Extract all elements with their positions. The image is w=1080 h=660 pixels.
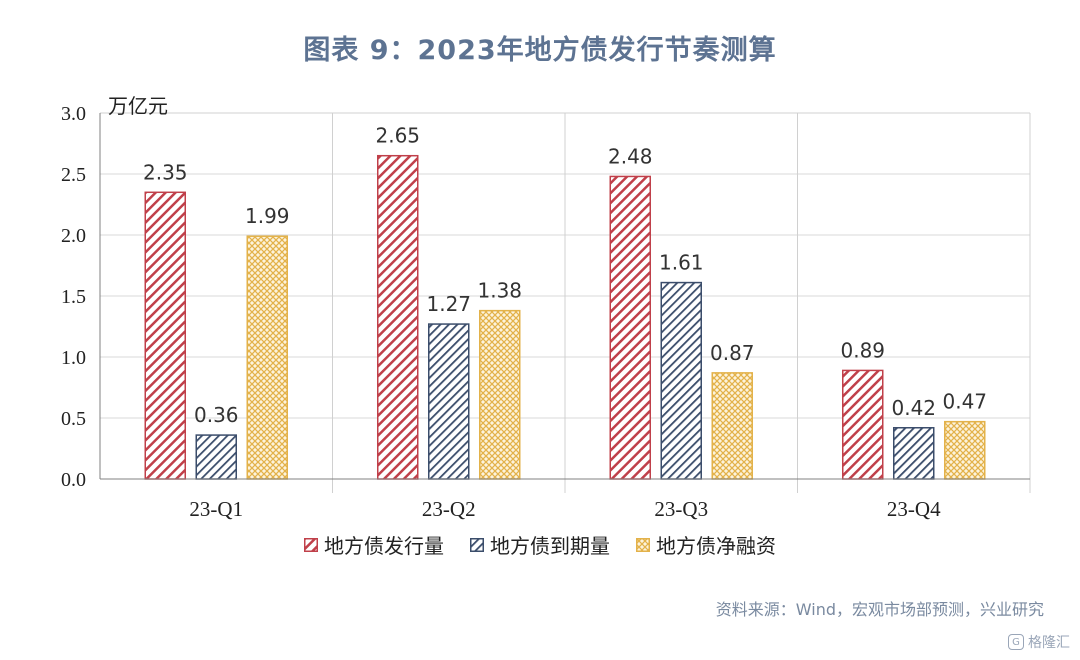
data-label: 1.27 <box>426 292 471 316</box>
legend-swatch <box>470 537 484 552</box>
x-tick-label: 23-Q2 <box>422 497 476 521</box>
data-label: 0.87 <box>710 341 755 365</box>
x-tick-label: 23-Q4 <box>887 497 941 521</box>
bar-chart: 2.35 2.65 2.48 0.89 0.36 1.27 1.61 0.42 1.99 1.38… <box>61 95 1031 521</box>
bar <box>195 434 237 480</box>
legend-item: 地方债到期量 <box>470 530 610 559</box>
chart-title: 图表 9：2023年地方债发行节奏测算 <box>303 35 777 66</box>
data-label: 0.89 <box>840 338 885 362</box>
legend-item: 地方债发行量 <box>304 530 444 559</box>
legend-swatch <box>636 537 650 552</box>
legend-label: 地方债到期量 <box>490 534 610 558</box>
legend-label: 地方债净融资 <box>656 534 776 558</box>
bar <box>144 191 186 480</box>
data-label: 1.99 <box>245 204 290 228</box>
legend-item: 地方债净融资 <box>636 530 776 559</box>
unit-label: 万亿元 <box>108 95 168 118</box>
y-tick-label: 3.0 <box>61 103 86 125</box>
bar <box>660 281 702 480</box>
data-label: 2.35 <box>143 160 188 184</box>
bar <box>246 235 288 480</box>
x-tick-label: 23-Q1 <box>189 497 243 521</box>
bar <box>428 323 470 480</box>
bar <box>479 309 521 480</box>
legend: 地方债发行量 地方债到期量 地方债净融资 <box>0 530 1080 559</box>
data-label: 0.42 <box>891 396 936 420</box>
watermark-logo-icon: G <box>1008 634 1024 650</box>
source-note: 资料来源：Wind，宏观市场部预测，兴业研究 <box>715 600 1044 619</box>
bar <box>377 154 419 480</box>
watermark: G 格隆汇 <box>1008 632 1070 652</box>
bar <box>711 372 753 480</box>
bar <box>842 369 884 480</box>
data-label: 0.47 <box>942 390 987 414</box>
data-label: 1.61 <box>659 251 704 275</box>
legend-label: 地方债发行量 <box>324 534 444 558</box>
x-tick-label: 23-Q3 <box>654 497 708 521</box>
bar <box>893 427 935 480</box>
bar <box>609 175 651 480</box>
y-tick-label: 1.0 <box>61 347 86 369</box>
y-tick-label: 2.5 <box>61 164 86 186</box>
y-tick-label: 1.5 <box>61 286 86 308</box>
data-label: 2.48 <box>608 144 653 168</box>
data-label: 1.38 <box>477 279 522 303</box>
y-tick-label: 0.5 <box>61 408 86 430</box>
legend-swatch <box>304 537 318 552</box>
y-tick-label: 2.0 <box>61 225 86 247</box>
data-label: 2.65 <box>375 124 420 148</box>
data-label: 0.36 <box>194 403 239 427</box>
watermark-text: 格隆汇 <box>1028 635 1070 651</box>
bar <box>944 420 986 480</box>
y-tick-label: 0.0 <box>61 469 86 491</box>
